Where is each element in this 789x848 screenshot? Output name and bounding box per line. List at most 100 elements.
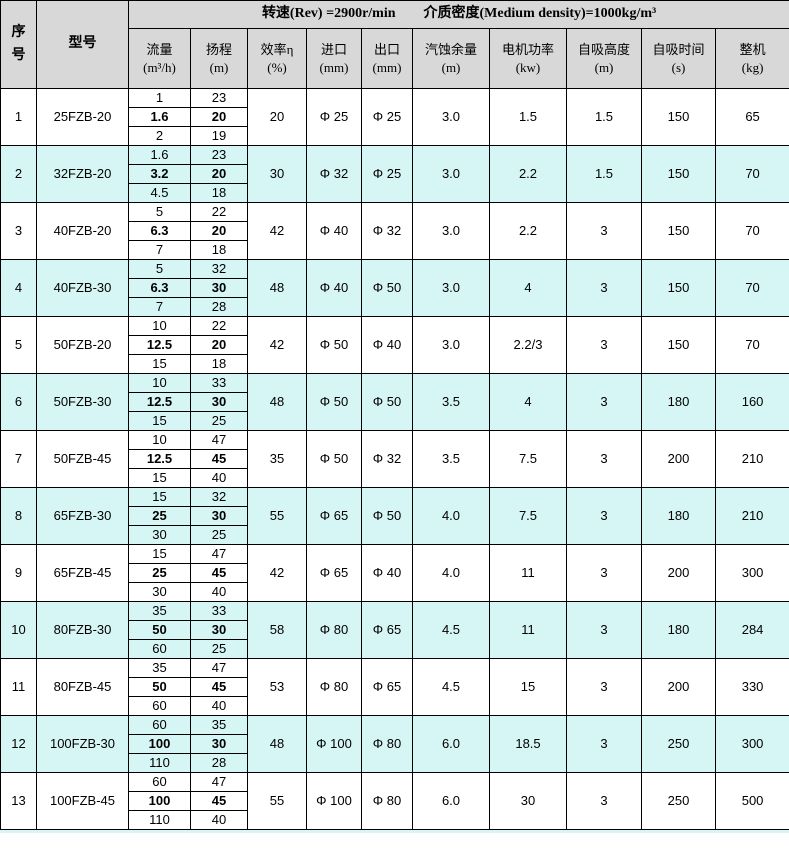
cell-serial: 12 [0,715,37,773]
cell-motor-power: 4 [489,373,567,431]
cell-outlet: Φ 65 [361,658,413,716]
table-row: 7 18 [1,240,789,260]
cell-head: 30 [190,392,248,412]
cell-model: 80FZB-30 [36,601,129,659]
cell-motor-power: 11 [489,601,567,659]
cell-model: 25FZB-20 [36,88,129,146]
cell-serial: 1 [0,88,37,146]
cell-inlet: Φ 65 [306,544,362,602]
cell-npsh: 3.0 [412,259,490,317]
cell-weight: 300 [714,544,789,602]
cell-npsh: 4.5 [412,601,490,659]
cell-flow: 2 [128,126,191,146]
cell-head: 18 [190,183,248,203]
cell-head: 20 [190,335,248,355]
cell-efficiency: 30 [247,145,307,203]
cell-flow: 6.3 [128,278,191,298]
cell-head: 23 [190,145,248,165]
cell-weight: 284 [714,601,789,659]
cell-flow: 7 [128,240,191,260]
cell-head: 45 [190,677,248,697]
cell-head: 22 [190,202,248,222]
cell-model: 100FZB-30 [36,715,129,773]
table-row: 5 50FZB-20 10 22 42 Φ 50 Φ 40 3.0 2.2/3 3 150 70 [0,316,789,374]
cell-model: 40FZB-20 [36,202,129,260]
col-unit-inlet: (mm) [319,59,349,75]
cell-serial: 13 [0,772,37,830]
cell-head: 30 [190,506,248,526]
col-unit-outlet: (mm) [372,59,402,75]
cell-head: 30 [190,620,248,640]
col-unit-npsh: (m) [441,59,461,75]
col-label-outlet: 出口 [373,41,400,57]
cell-outlet: Φ 80 [361,772,413,830]
table-row: 10 80FZB-30 35 33 58 Φ 80 Φ 65 4.5 11 3 180 284 [0,601,789,659]
cell-efficiency: 48 [247,373,307,431]
cell-model: 50FZB-20 [36,316,129,374]
cell-head: 23 [190,88,248,108]
cell-flow: 1.6 [128,145,191,165]
cell-flow: 50 [128,677,191,697]
col-label-suction-time: 自吸时间 [652,41,705,57]
cell-suction-time: 150 [641,316,716,374]
cell-flow: 110 [128,753,191,773]
cell-efficiency: 20 [247,88,307,146]
cell-inlet: Φ 65 [306,487,362,545]
cell-flow: 12.5 [128,392,191,412]
cell-inlet: Φ 100 [306,715,362,773]
cell-model: 32FZB-20 [36,145,129,203]
cell-outlet: Φ 50 [361,487,413,545]
cell-head: 20 [190,164,248,184]
cell-flow: 1.6 [128,107,191,127]
cell-efficiency: 42 [247,316,307,374]
table-row: 100 45 [1,791,789,811]
table-row: 4 40FZB-30 5 32 48 Φ 40 Φ 50 3.0 4 3 150 70 [0,259,789,317]
col-unit-suction-height: (m) [594,59,614,75]
cell-head: 40 [190,582,248,602]
table-row: 30 40 [1,582,789,602]
cell-serial: 8 [0,487,37,545]
cell-head: 33 [190,601,248,621]
cell-suction-time: 150 [641,202,716,260]
cell-weight: 210 [714,487,789,545]
cell-head: 25 [190,525,248,545]
table-body: 1 25FZB-20 1 23 20 Φ 25 Φ 25 3.0 1.5 1.5 150 65 1.6 2… [0,88,789,830]
cell-serial: 3 [0,202,37,260]
cell-weight: 70 [714,259,789,317]
col-unit-weight: (kg) [741,59,764,75]
cell-flow: 60 [128,639,191,659]
cell-head: 19 [190,126,248,146]
cell-flow: 60 [128,772,191,792]
title-rev-speed: 转速(Rev) =2900r/min [261,6,396,22]
cell-head: 47 [190,772,248,792]
table-row: 4.5 18 [1,183,789,203]
cell-flow: 100 [128,734,191,754]
col-header-suction-height: 自吸高度 (m) [566,28,642,89]
cell-head: 32 [190,259,248,279]
cell-motor-power: 18.5 [489,715,567,773]
cell-head: 20 [190,221,248,241]
table-row: 3 40FZB-20 5 22 42 Φ 40 Φ 32 3.0 2.2 3 150 70 [0,202,789,260]
cell-weight: 70 [714,316,789,374]
table-row: 2 32FZB-20 1.6 23 30 Φ 32 Φ 25 3.0 2.2 1.5 150 70 [0,145,789,203]
cell-head: 33 [190,373,248,393]
cell-outlet: Φ 32 [361,430,413,488]
cell-weight: 300 [714,715,789,773]
cell-flow: 5 [128,202,191,222]
next-row-peek-strip [0,830,789,833]
cell-outlet: Φ 65 [361,601,413,659]
table-row: 11 80FZB-45 35 47 53 Φ 80 Φ 65 4.5 15 3 200 330 [0,658,789,716]
cell-head: 47 [190,658,248,678]
table-row: 6.3 20 [1,221,789,241]
cell-flow: 35 [128,601,191,621]
cell-efficiency: 48 [247,715,307,773]
table-row: 12.5 30 [1,392,789,412]
table-row: 1.6 20 [1,107,789,127]
col-header-outlet: 出口 (mm) [361,28,413,89]
col-label-motor-power: 电机功率 [501,41,554,57]
cell-npsh: 3.0 [412,316,490,374]
cell-motor-power: 4 [489,259,567,317]
cell-flow: 25 [128,563,191,583]
col-header-serial: 序号 [0,0,37,89]
table-row: 2 19 [1,126,789,146]
